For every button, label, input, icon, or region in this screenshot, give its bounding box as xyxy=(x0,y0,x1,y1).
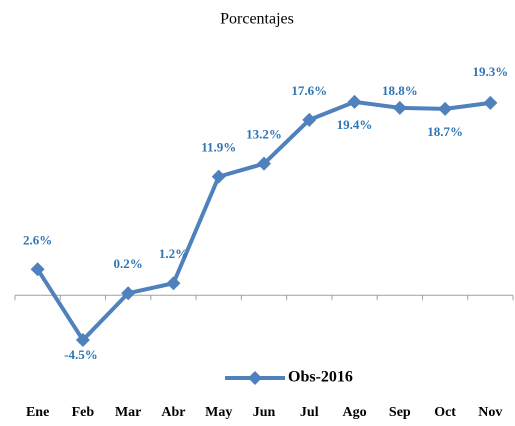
data-label: 18.7% xyxy=(427,124,463,139)
point-marker xyxy=(211,169,226,184)
legend-label: Obs-2016 xyxy=(288,369,353,386)
chart-title: Porcentajes xyxy=(220,11,294,28)
x-tick-label: Nov xyxy=(478,405,502,420)
data-label: 13.2% xyxy=(246,127,282,142)
x-tick-label: Mar xyxy=(115,405,141,420)
data-label: 17.6% xyxy=(291,83,327,98)
x-tick-label: Feb xyxy=(72,405,95,420)
x-tick-label: May xyxy=(205,405,232,420)
x-tick-label: Jul xyxy=(300,405,319,420)
data-label: 19.3% xyxy=(472,64,508,79)
data-label: 19.4% xyxy=(337,117,373,132)
legend-marker xyxy=(248,371,262,385)
data-label: 11.9% xyxy=(201,140,236,155)
point-marker xyxy=(30,262,45,277)
point-marker xyxy=(302,112,317,127)
data-label: 2.6% xyxy=(23,232,52,247)
point-marker xyxy=(257,156,271,171)
point-marker xyxy=(438,101,453,116)
point-marker xyxy=(483,95,498,110)
point-marker xyxy=(166,276,181,291)
point-marker xyxy=(392,100,407,115)
x-tick-label: Ago xyxy=(342,405,366,420)
x-tick-label: Sep xyxy=(389,405,411,420)
x-tick-label: Ene xyxy=(26,405,49,420)
x-tick-label: Oct xyxy=(434,405,456,420)
x-tick-label: Abr xyxy=(161,405,185,420)
x-tick-label: Jun xyxy=(253,405,276,420)
point-marker xyxy=(121,286,136,301)
data-label: 1.2% xyxy=(159,246,188,261)
data-label: 18.8% xyxy=(382,83,418,98)
point-marker xyxy=(75,333,90,348)
point-marker xyxy=(347,94,362,109)
data-label: 0.2% xyxy=(114,256,143,271)
data-label: -4.5% xyxy=(64,347,98,362)
